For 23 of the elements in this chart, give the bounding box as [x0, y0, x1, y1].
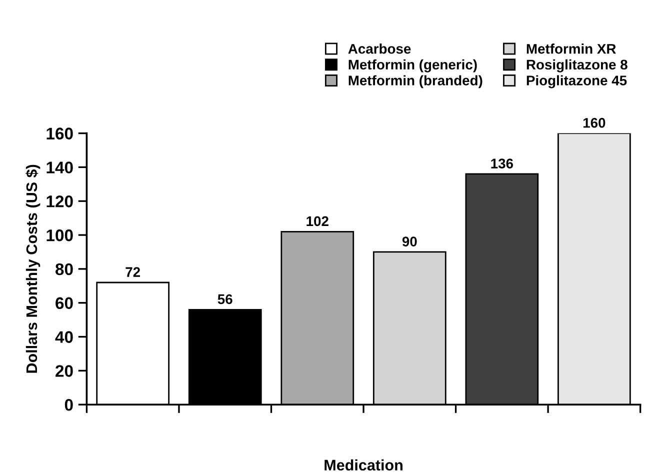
y-tick-label: 160	[46, 128, 73, 140]
legend-label: Rosiglitazone 8	[526, 59, 628, 72]
legend-label: Metformin (generic)	[348, 59, 477, 72]
y-tick-label: 40	[55, 331, 73, 343]
y-tick-label: 0	[64, 399, 73, 411]
y-tick-label: 100	[46, 229, 73, 242]
data-label: 102	[306, 216, 328, 226]
legend-label: Metformin (branded)	[348, 75, 482, 88]
data-label: 160	[583, 118, 606, 128]
data-label: 56	[218, 294, 232, 304]
data-label: 72	[126, 267, 140, 277]
x-axis-title: Medication	[324, 459, 402, 471]
data-label: 90	[402, 236, 417, 246]
y-tick-label: 140	[46, 162, 73, 174]
legend-label: Pioglitazone 45	[526, 75, 627, 88]
y-tick-label: 80	[56, 263, 73, 276]
y-tick-label: 20	[56, 365, 73, 377]
y-tick-label: 60	[56, 297, 73, 310]
legend-label: Acarbose	[348, 44, 411, 54]
data-label: 136	[491, 158, 514, 168]
y-axis-title: Dollars Monthly Costs (US $)	[26, 164, 40, 373]
y-tick-label: 120	[46, 196, 73, 208]
legend-label: Metformin XR	[526, 44, 616, 54]
